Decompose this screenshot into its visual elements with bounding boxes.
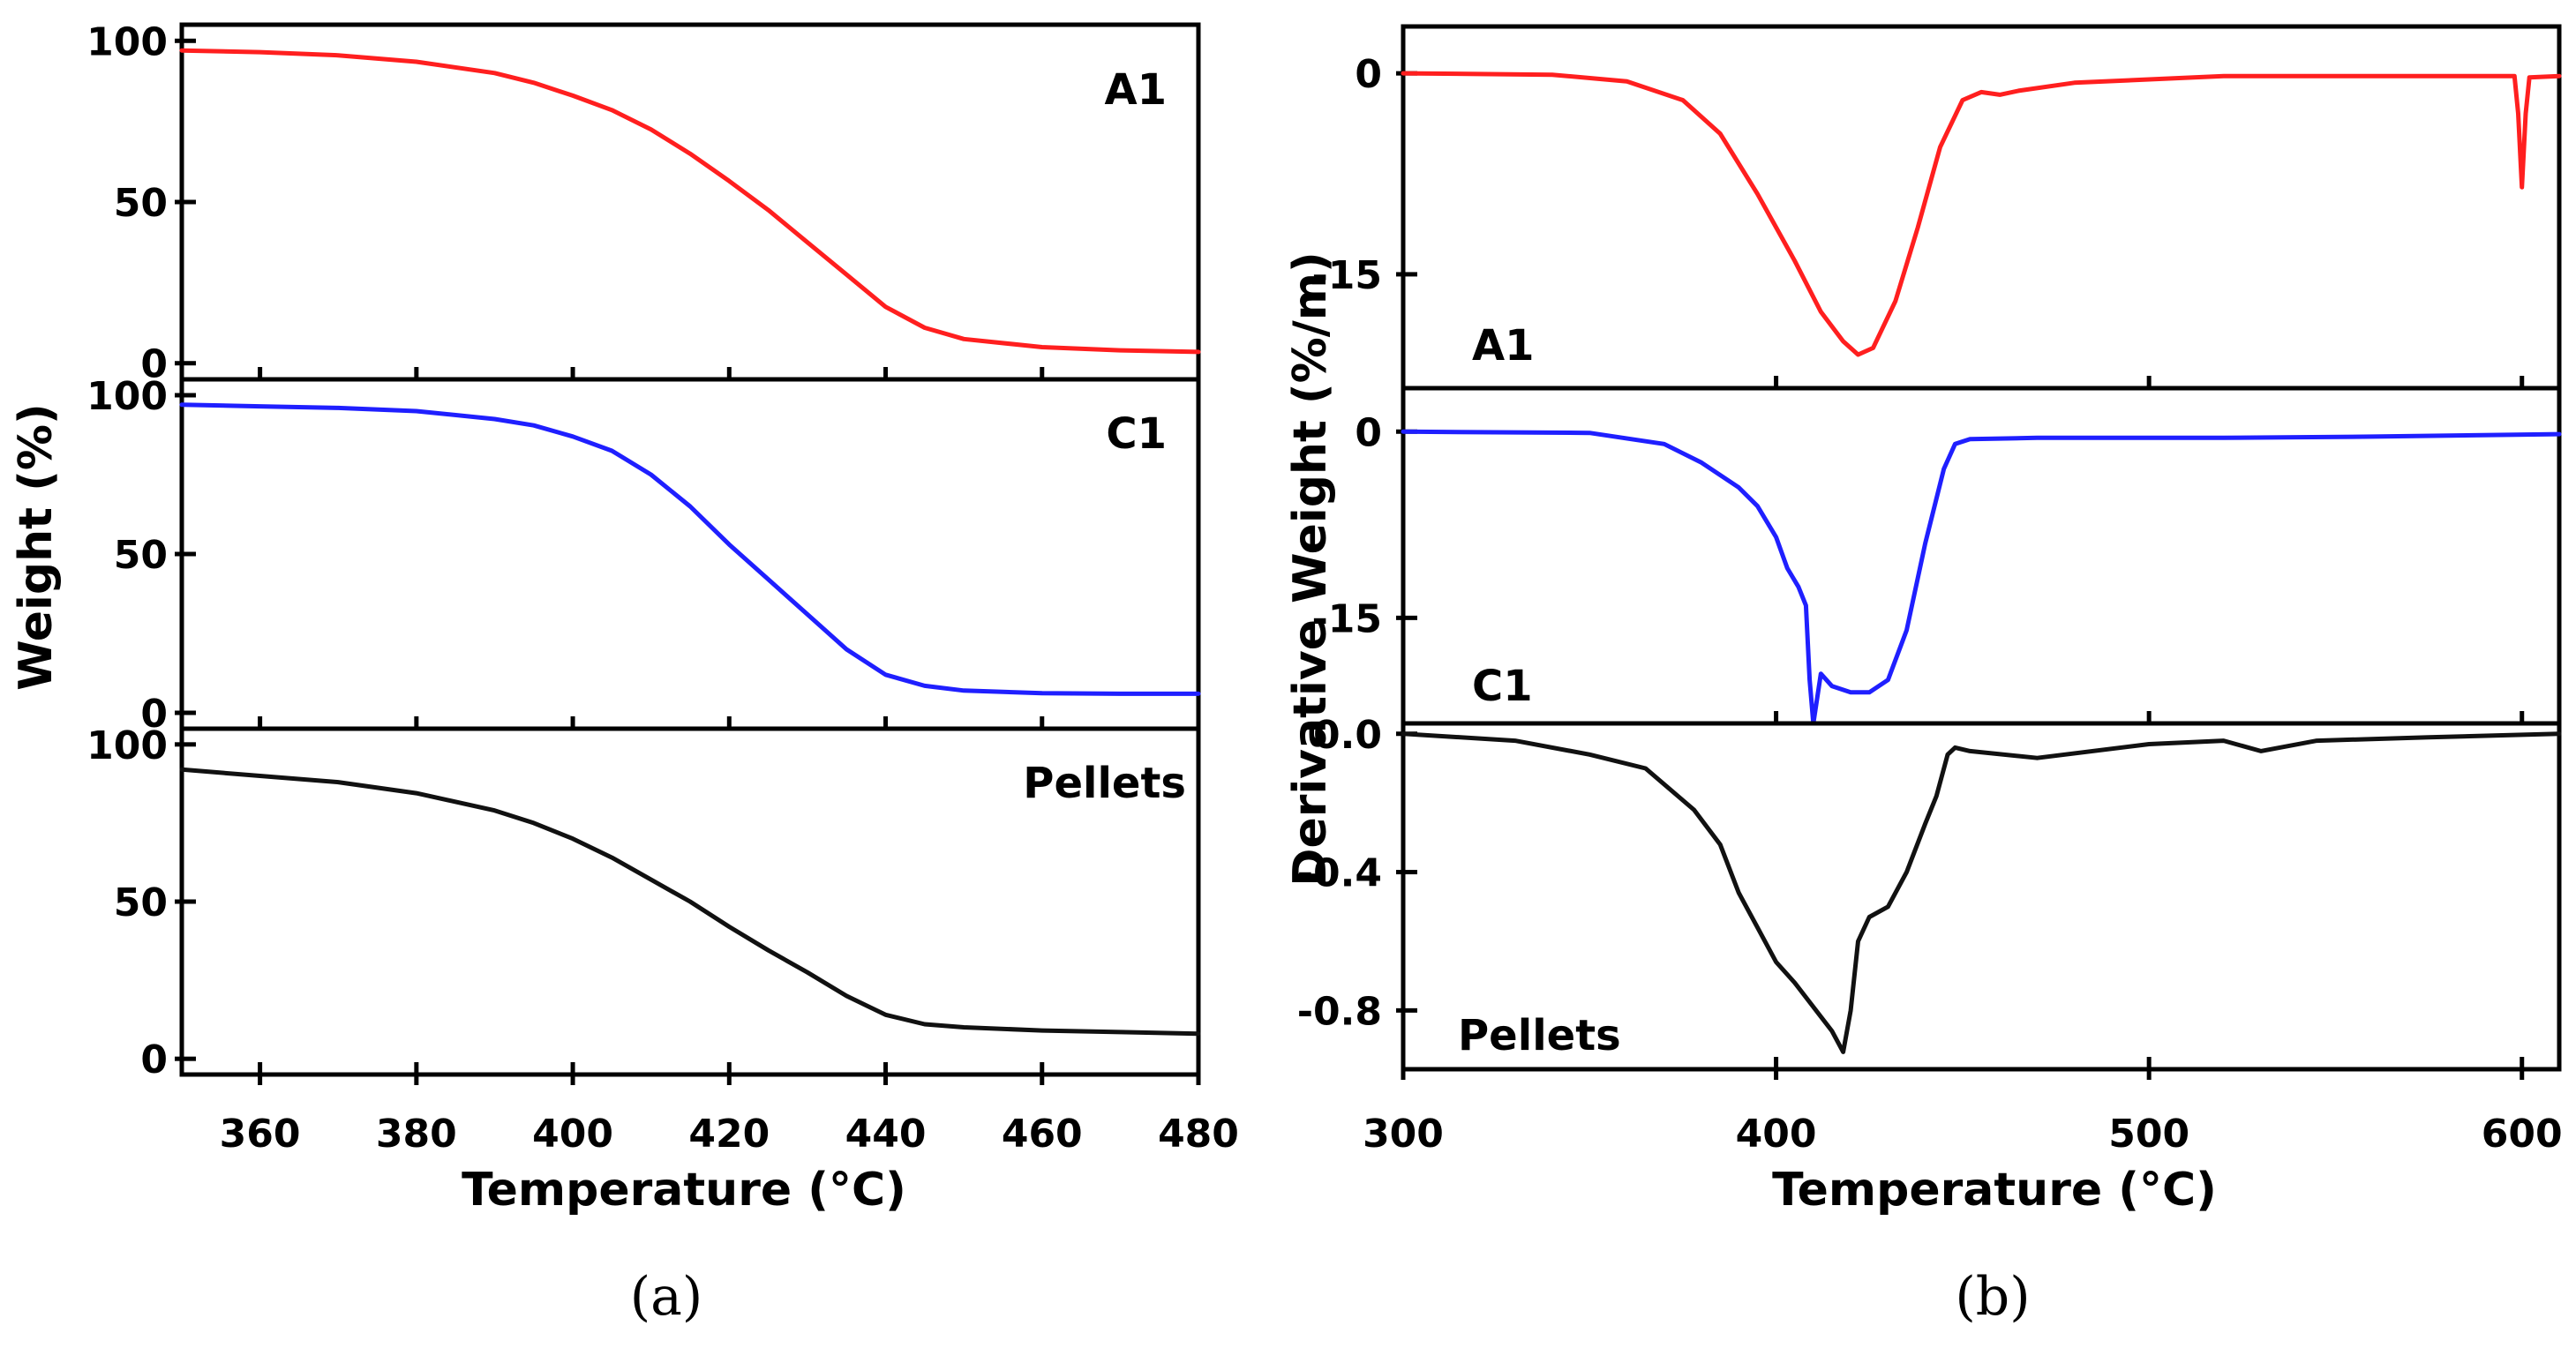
y-tick-label: -15 — [1312, 253, 1383, 298]
y-tick-label: 50 — [114, 181, 168, 226]
chart-b-panel-pellets: 0.0 -0.4 -0.8 Pellets — [1297, 713, 2562, 1072]
x-tick-label: 380 — [376, 1112, 457, 1157]
chart-a-caption: (a) — [630, 1266, 703, 1328]
y-tick-label: 0.0 — [1313, 713, 1382, 758]
x-tick-label: 420 — [688, 1112, 770, 1157]
chart-a-panel-label-pellets: Pellets — [1023, 759, 1186, 808]
y-tick-label: 50 — [114, 880, 168, 925]
x-tick-label: 480 — [1158, 1112, 1239, 1157]
chart-b-panel-label-pellets: Pellets — [1458, 1011, 1621, 1060]
chart-b-derivative-weight: 0 -15 A1 0 -15 C1 0.0 -0.4 -0.8 Pellets 300 400 500… — [1284, 24, 2563, 1328]
x-tick-label: 600 — [2482, 1112, 2563, 1157]
chart-b-caption: (b) — [1955, 1266, 2030, 1328]
chart-b-panel-label-a1: A1 — [1472, 321, 1535, 371]
x-tick-label: 360 — [220, 1112, 301, 1157]
y-tick-label: -15 — [1312, 596, 1383, 641]
y-tick-label: 0 — [140, 342, 168, 387]
chart-b-y-axis-title: Derivative Weight (%/m) — [1284, 251, 1337, 886]
chart-a-panels: 0 50 100 A1 0 50 100 C1 0 50 100 Pellets — [86, 19, 1201, 1082]
chart-a-panel-c1: 0 50 100 C1 — [86, 374, 1201, 737]
x-tick-label: 440 — [845, 1112, 927, 1157]
chart-a-panel-label-c1: C1 — [1106, 409, 1167, 459]
chart-b-x-tick-labels: 300 400 500 600 — [1363, 1069, 2563, 1157]
x-tick-label: 400 — [1736, 1112, 1817, 1157]
y-tick-label: 100 — [86, 723, 168, 768]
y-tick-label: 100 — [86, 19, 168, 64]
chart-a-x-tick-labels: 360 380 400 420 440 460 480 — [220, 1075, 1239, 1157]
chart-a-x-axis-title: Temperature (°C) — [462, 1164, 906, 1217]
y-tick-label: 0 — [140, 692, 168, 737]
chart-a-panel-a1: 0 50 100 A1 — [86, 19, 1201, 387]
chart-a-series-a1 — [179, 48, 1201, 355]
chart-a-weight: 0 50 100 A1 0 50 100 C1 0 50 100 Pellets 360 380 400 4… — [10, 19, 1239, 1328]
y-tick-label: -0.8 — [1297, 989, 1382, 1034]
chart-a-panel-label-a1: A1 — [1104, 65, 1167, 115]
y-tick-label: 0 — [1355, 410, 1382, 455]
x-tick-label: 460 — [1002, 1112, 1083, 1157]
chart-b-x-axis-title: Temperature (°C) — [1772, 1164, 2217, 1217]
chart-b-panels: 0 -15 A1 0 -15 C1 0.0 -0.4 -0.8 Pellets — [1297, 24, 2562, 1072]
chart-a-series-c1 — [179, 402, 1201, 696]
y-tick-label: -0.4 — [1297, 851, 1382, 896]
chart-b-series-c1 — [1401, 429, 2562, 726]
x-tick-label: 400 — [532, 1112, 613, 1157]
chart-b-series-pellets — [1401, 731, 2562, 1054]
y-tick-label: 100 — [86, 374, 168, 419]
x-tick-label: 300 — [1363, 1112, 1444, 1157]
chart-b-panel-pellets-frame — [1401, 721, 2562, 1072]
y-tick-label: 0 — [1355, 52, 1382, 97]
chart-b-series-a1 — [1401, 71, 2562, 357]
chart-a-panel-pellets: 0 50 100 Pellets — [86, 723, 1201, 1082]
y-tick-label: 50 — [114, 533, 168, 578]
x-tick-label: 500 — [2108, 1112, 2189, 1157]
y-tick-label: 0 — [140, 1037, 168, 1082]
chart-a-y-axis-title: Weight (%) — [10, 403, 63, 690]
chart-b-panel-label-c1: C1 — [1472, 662, 1533, 711]
chart-a-series-pellets — [179, 767, 1201, 1037]
